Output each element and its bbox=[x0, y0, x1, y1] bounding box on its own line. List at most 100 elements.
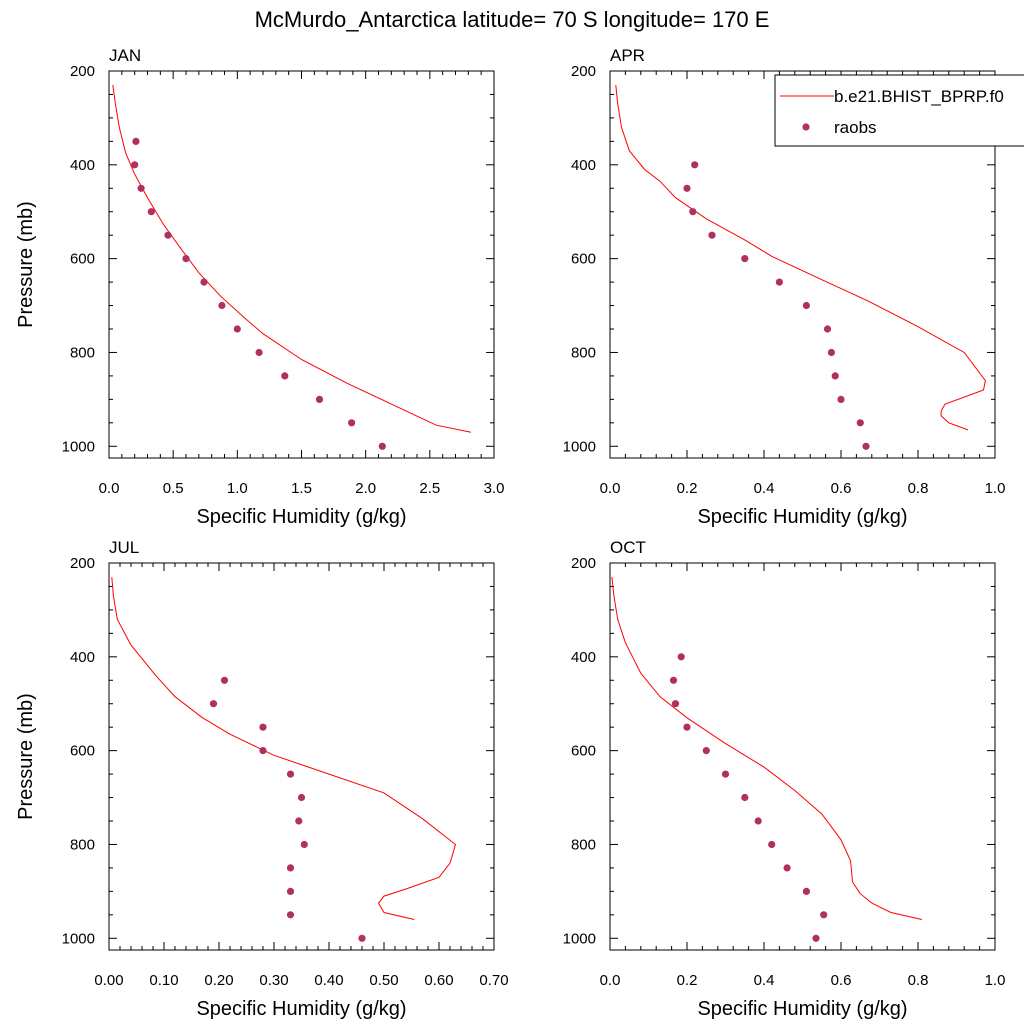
raobs-point bbox=[286, 770, 295, 778]
legend-label-raobs: raobs bbox=[834, 118, 877, 137]
x-axis-label: Specific Humidity (g/kg) bbox=[196, 506, 406, 528]
y-tick-label: 800 bbox=[571, 836, 596, 853]
x-tick-label: 0.4 bbox=[754, 480, 775, 497]
y-axis-label: Pressure (mb) bbox=[15, 201, 37, 328]
x-tick-label: 1.0 bbox=[227, 480, 248, 497]
y-tick-label: 200 bbox=[571, 63, 596, 80]
raobs-point bbox=[683, 184, 691, 192]
series-line-model bbox=[112, 85, 471, 433]
raobs-point bbox=[286, 887, 295, 896]
legend-box bbox=[774, 74, 1024, 147]
raobs-point bbox=[300, 840, 308, 849]
y-tick-label: 200 bbox=[571, 555, 596, 572]
raobs-point bbox=[297, 793, 306, 802]
raobs-point bbox=[741, 793, 749, 802]
raobs-point bbox=[856, 419, 864, 427]
raobs-point bbox=[200, 278, 208, 286]
raobs-point bbox=[209, 700, 218, 708]
raobs-point bbox=[147, 208, 155, 216]
raobs-point bbox=[295, 817, 303, 825]
y-tick-label: 600 bbox=[571, 743, 596, 760]
plot-frame bbox=[609, 562, 996, 951]
y-tick-label: 800 bbox=[571, 344, 596, 361]
raobs-point bbox=[831, 372, 839, 380]
y-tick-label: 800 bbox=[70, 836, 95, 853]
x-axis-label: Specific Humidity (g/kg) bbox=[196, 998, 406, 1020]
legend-marker-swatch bbox=[802, 123, 810, 131]
y-tick-label: 400 bbox=[70, 649, 95, 666]
x-tick-label: 0.5 bbox=[163, 480, 184, 497]
y-tick-label: 400 bbox=[571, 157, 596, 174]
raobs-point bbox=[220, 676, 229, 684]
panel-title: JUL bbox=[109, 538, 139, 557]
raobs-point bbox=[255, 348, 263, 357]
plot-frame bbox=[108, 562, 495, 951]
y-tick-label: 1000 bbox=[563, 438, 596, 455]
raobs-point bbox=[358, 934, 366, 942]
x-tick-label: 0.2 bbox=[677, 480, 698, 497]
raobs-point bbox=[233, 325, 241, 333]
raobs-point bbox=[823, 325, 832, 333]
raobs-point bbox=[286, 864, 295, 872]
y-tick-label: 400 bbox=[70, 157, 95, 174]
series-line-model bbox=[611, 577, 923, 920]
x-tick-label: 1.0 bbox=[985, 972, 1006, 989]
x-tick-label: 1.5 bbox=[291, 480, 312, 497]
x-tick-label: 0.0 bbox=[600, 972, 621, 989]
y-tick-label: 600 bbox=[571, 251, 596, 268]
raobs-point bbox=[286, 911, 295, 919]
y-tick-label: 1000 bbox=[62, 438, 95, 455]
legend: b.e21.BHIST_BPRP.f0 raobs bbox=[774, 74, 1024, 147]
x-tick-label: 0.4 bbox=[754, 972, 775, 989]
raobs-point bbox=[820, 911, 828, 919]
y-tick-label: 200 bbox=[70, 63, 95, 80]
raobs-point bbox=[259, 747, 267, 755]
panel-jul: JUL 0.00 0.10 0.20 0.30 0.40 0.50 0.60 0.70 200 40… bbox=[15, 538, 509, 1020]
raobs-point bbox=[671, 700, 680, 708]
raobs-point bbox=[683, 723, 691, 731]
panel-title: JAN bbox=[109, 46, 141, 65]
plot-frame bbox=[108, 70, 495, 459]
raobs-point bbox=[837, 395, 845, 403]
raobs-point bbox=[378, 442, 386, 450]
x-tick-label: 0.30 bbox=[259, 972, 288, 989]
panel-title: APR bbox=[610, 46, 645, 65]
x-tick-label: 2.0 bbox=[355, 480, 376, 497]
raobs-point bbox=[259, 723, 267, 731]
raobs-point bbox=[812, 934, 820, 942]
x-tick-label: 0.60 bbox=[424, 972, 453, 989]
x-tick-label: 0.8 bbox=[908, 972, 929, 989]
raobs-point bbox=[802, 301, 811, 310]
series-line-model bbox=[615, 85, 986, 431]
x-tick-label: 3.0 bbox=[484, 480, 505, 497]
y-tick-label: 400 bbox=[571, 649, 596, 666]
x-axis-label: Specific Humidity (g/kg) bbox=[697, 506, 907, 528]
panel-jan: JAN 0.0 0.5 1.0 1.5 2.0 2.5 3.0 200 400 600 800 1000… bbox=[15, 46, 504, 528]
raobs-point bbox=[131, 161, 139, 169]
raobs-point bbox=[164, 231, 172, 239]
x-tick-label: 0.40 bbox=[314, 972, 343, 989]
raobs-point bbox=[708, 231, 716, 239]
x-tick-label: 1.0 bbox=[985, 480, 1006, 497]
raobs-point bbox=[802, 887, 811, 896]
raobs-point bbox=[281, 372, 289, 380]
y-axis-label: Pressure (mb) bbox=[15, 693, 37, 820]
panel-title: OCT bbox=[610, 538, 646, 557]
raobs-point bbox=[689, 208, 697, 216]
raobs-point bbox=[677, 653, 685, 661]
panel-apr: APR 0.0 0.2 0.4 0.6 0.8 1.0 200 400 600 800 1000 Spe… bbox=[563, 46, 1006, 528]
raobs-point bbox=[182, 255, 190, 263]
raobs-point bbox=[775, 278, 784, 286]
x-tick-label: 2.5 bbox=[419, 480, 440, 497]
x-tick-label: 0.6 bbox=[831, 972, 852, 989]
panel-oct: OCT 0.0 0.2 0.4 0.6 0.8 1.0 200 400 600 800 1000 Spe… bbox=[563, 538, 1006, 1020]
legend-label-model: b.e21.BHIST_BPRP.f0 bbox=[834, 87, 1004, 106]
plot-frame bbox=[609, 70, 996, 459]
x-tick-label: 0.50 bbox=[369, 972, 398, 989]
raobs-point bbox=[669, 676, 678, 684]
x-tick-label: 0.8 bbox=[908, 480, 929, 497]
x-tick-label: 0.6 bbox=[831, 480, 852, 497]
x-tick-label: 0.20 bbox=[204, 972, 233, 989]
y-tick-label: 800 bbox=[70, 344, 95, 361]
